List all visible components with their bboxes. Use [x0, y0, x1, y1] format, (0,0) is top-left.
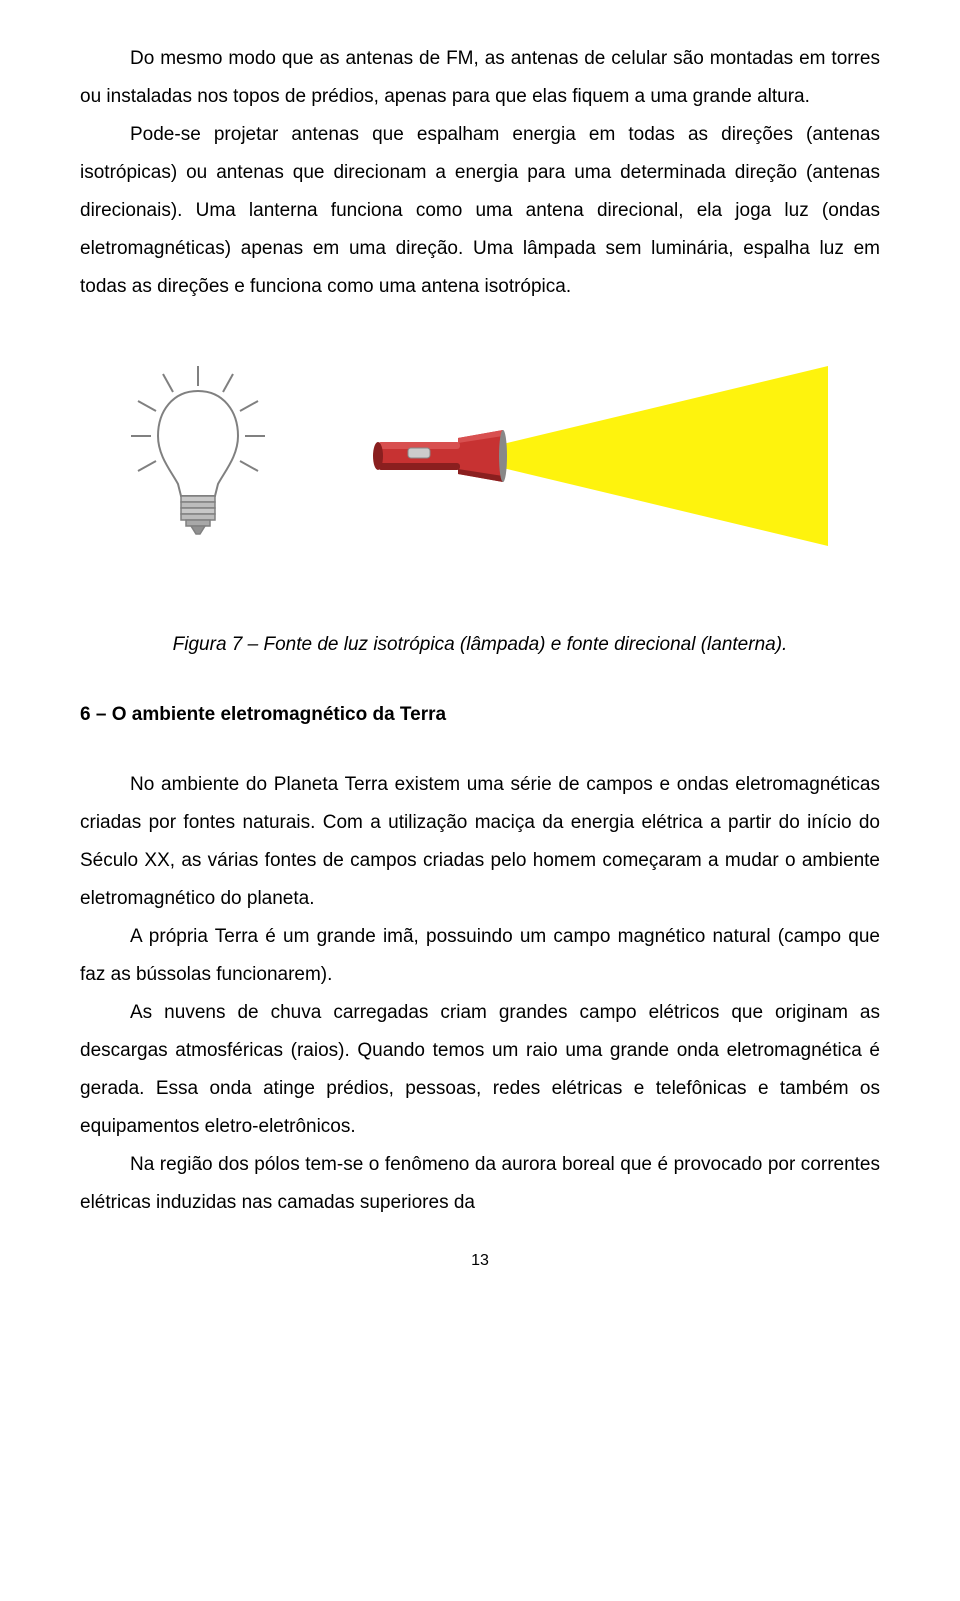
paragraph-2: Pode-se projetar antenas que espalham en… — [80, 116, 880, 306]
paragraph-3: No ambiente do Planeta Terra existem uma… — [80, 766, 880, 918]
figure-7-caption: Figura 7 – Fonte de luz isotrópica (lâmp… — [80, 626, 880, 664]
flashlight-icon — [358, 356, 838, 556]
paragraph-1: Do mesmo modo que as antenas de FM, as a… — [80, 40, 880, 116]
lightbulb-icon — [123, 356, 273, 556]
page-number: 13 — [80, 1252, 880, 1270]
paragraph-4: A própria Terra é um grande imã, possuin… — [80, 918, 880, 994]
figure-7 — [80, 336, 880, 576]
paragraph-5: As nuvens de chuva carregadas criam gran… — [80, 994, 880, 1146]
paragraph-6: Na região dos pólos tem-se o fenômeno da… — [80, 1146, 880, 1222]
section-heading-6: 6 – O ambiente eletromagnético da Terra — [80, 704, 880, 726]
